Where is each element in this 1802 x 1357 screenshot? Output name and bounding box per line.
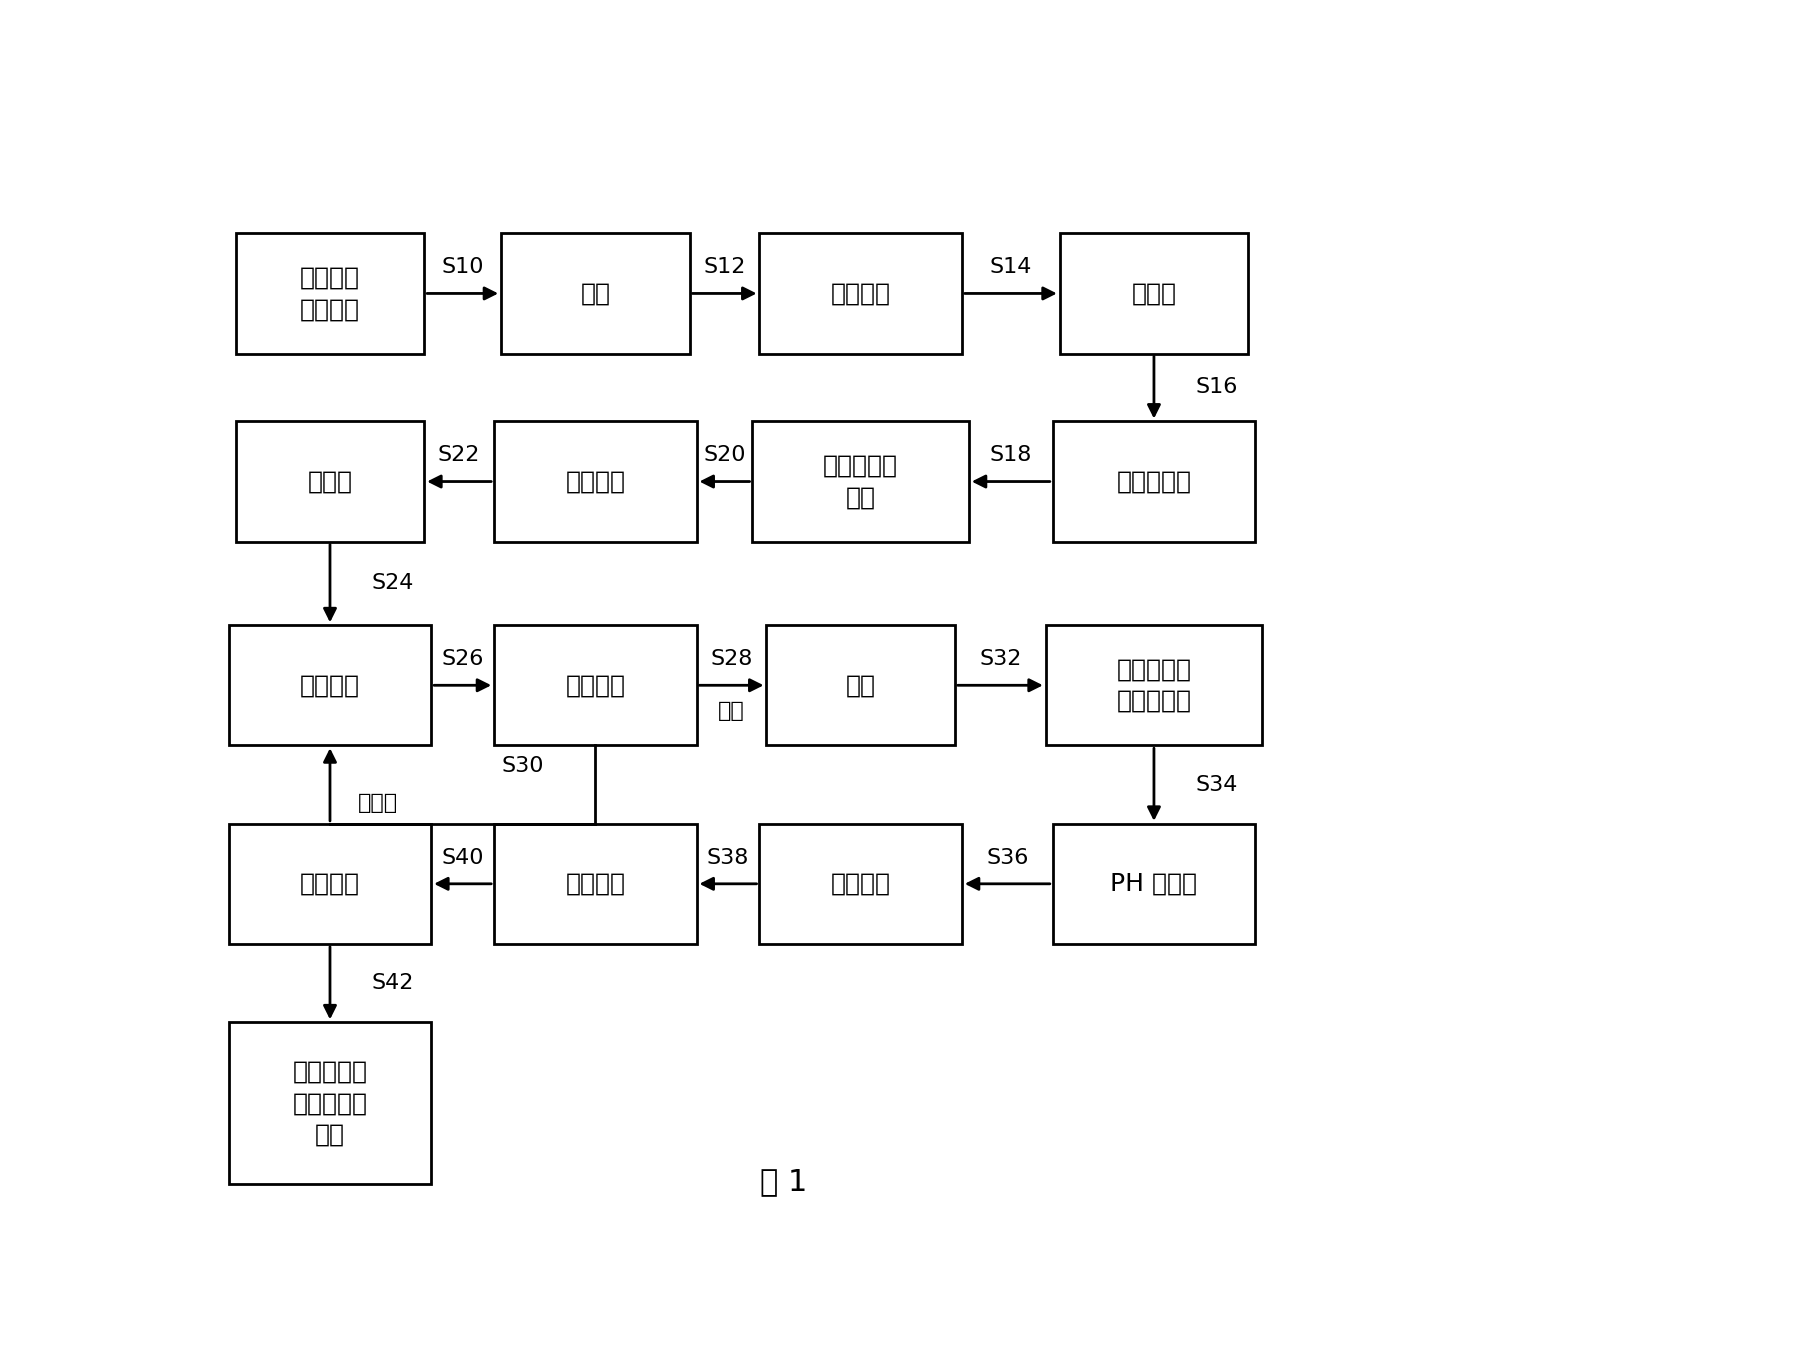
Text: 其他助剂: 其他助剂 [831, 871, 890, 896]
Text: 增稠剂: 增稠剂 [1132, 281, 1177, 305]
Text: S28: S28 [710, 649, 753, 669]
Bar [236, 233, 423, 354]
Text: S30: S30 [501, 756, 544, 776]
Text: S36: S36 [986, 848, 1029, 867]
Text: S38: S38 [706, 848, 750, 867]
Text: S40: S40 [441, 848, 485, 867]
Text: S22: S22 [438, 445, 481, 465]
Bar [501, 233, 690, 354]
Bar [229, 824, 431, 944]
Text: PH 调整剂: PH 调整剂 [1110, 871, 1198, 896]
Bar [494, 422, 697, 541]
Bar [494, 824, 697, 944]
Text: 乳液: 乳液 [845, 673, 876, 697]
Text: 成膜助剂: 成膜助剂 [831, 281, 890, 305]
Text: S34: S34 [1197, 775, 1238, 795]
Text: S26: S26 [441, 649, 485, 669]
Text: S42: S42 [371, 973, 414, 993]
Text: S12: S12 [703, 258, 746, 277]
Text: 图 1: 图 1 [760, 1167, 807, 1196]
Text: 电气石陶瓷
结晶体溶液: 电气石陶瓷 结晶体溶液 [1117, 658, 1191, 712]
Bar [759, 233, 962, 354]
Bar [753, 422, 969, 541]
Text: 消泡剂、湿
润剂: 消泡剂、湿 润剂 [824, 453, 897, 509]
Bar [1045, 626, 1261, 745]
Bar [229, 1022, 431, 1185]
Text: 骨料: 骨料 [580, 281, 611, 305]
Text: 合格: 合格 [719, 702, 744, 722]
Bar [759, 824, 962, 944]
Text: 人工合成电
气石负离子
涂料: 人工合成电 气石负离子 涂料 [292, 1060, 368, 1147]
Text: S16: S16 [1197, 377, 1238, 398]
Bar [229, 626, 431, 745]
Bar [494, 626, 697, 745]
Bar [236, 422, 423, 541]
Text: 过筛出料: 过筛出料 [299, 871, 360, 896]
Text: S20: S20 [703, 445, 746, 465]
Text: 高速转动: 高速转动 [299, 673, 360, 697]
Bar [1060, 233, 1249, 354]
Text: 颜填料: 颜填料 [308, 470, 353, 494]
Bar [1052, 824, 1256, 944]
Text: S18: S18 [989, 445, 1033, 465]
Text: 颜料分散剂: 颜料分散剂 [1117, 470, 1191, 494]
Text: S24: S24 [371, 574, 414, 593]
Text: S10: S10 [441, 258, 485, 277]
Text: S32: S32 [978, 649, 1022, 669]
Text: 调整粘度: 调整粘度 [566, 871, 625, 896]
Text: S14: S14 [989, 258, 1033, 277]
Text: 水加入高
速搅拌机: 水加入高 速搅拌机 [299, 266, 360, 322]
Text: 混合均匀: 混合均匀 [566, 470, 625, 494]
Text: 不合格: 不合格 [359, 794, 398, 813]
Bar [1052, 422, 1256, 541]
Text: 测定细度: 测定细度 [566, 673, 625, 697]
Bar [766, 626, 955, 745]
